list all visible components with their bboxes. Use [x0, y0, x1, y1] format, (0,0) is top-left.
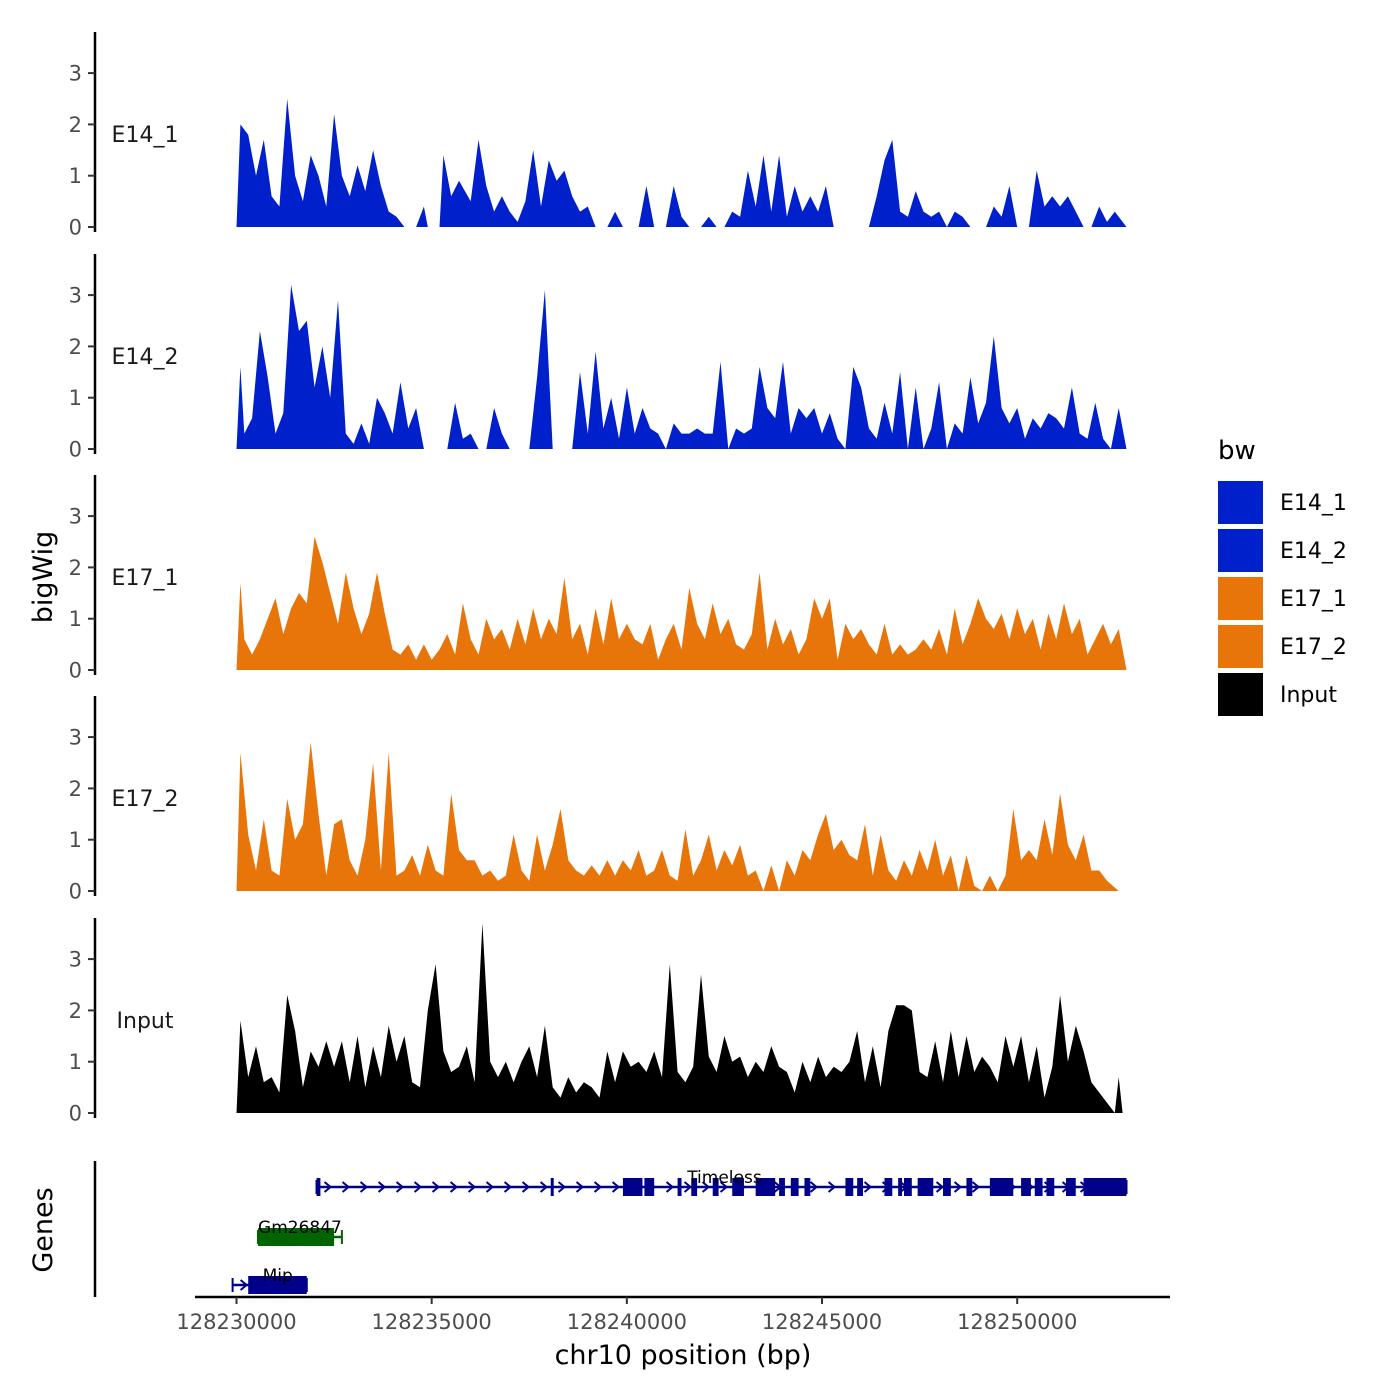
x-axis-title: chr10 position (bp) — [555, 1340, 812, 1371]
signal-area-Input — [237, 923, 1123, 1113]
y-tick-label: 3 — [69, 505, 82, 529]
track-label: E17_2 — [112, 787, 179, 812]
y-tick-label: 3 — [69, 726, 82, 750]
signal-tracks: 0 1 2 3 E14_1 0 1 2 3 E14_2 0 1 2 3 E17_1 0 1 2 3 E17_2 0 1 2 3… — [69, 32, 1127, 1125]
gene-exon — [1084, 1178, 1127, 1196]
gene-exon — [943, 1178, 951, 1196]
legend: bw E14_1 E14_2 E17_1 E17_2 Input — [1218, 436, 1347, 716]
legend-label: E14_1 — [1280, 491, 1347, 516]
x-tick-label: 128230000 — [176, 1310, 296, 1334]
gene-exon — [1066, 1178, 1076, 1196]
legend-swatch — [1218, 577, 1263, 620]
track-E14_2: 0 1 2 3 E14_2 — [69, 254, 1127, 461]
signal-area-E17_2 — [237, 742, 1119, 891]
gene-exon — [623, 1178, 643, 1196]
x-tick-label: 128245000 — [762, 1310, 882, 1334]
y-tick-label: 1 — [69, 828, 82, 852]
y-tick-label: 2 — [69, 777, 82, 801]
x-tick-label: 128250000 — [957, 1310, 1077, 1334]
signal-area-E17_1 — [237, 537, 1127, 670]
legend-label: E17_1 — [1280, 587, 1347, 612]
y-tick-label: 2 — [69, 556, 82, 580]
track-E17_1: 0 1 2 3 E17_1 — [69, 475, 1127, 682]
gene-exon — [990, 1178, 1013, 1196]
y-tick-label: 2 — [69, 335, 82, 359]
y-tick-label: 1 — [69, 1050, 82, 1074]
y-tick-label: 1 — [69, 607, 82, 631]
gene-exon — [884, 1178, 892, 1196]
gene-exon — [904, 1178, 912, 1196]
legend-swatch — [1218, 673, 1263, 716]
gene-exon — [1046, 1178, 1054, 1196]
gene-Timeless: Timeless — [317, 1168, 1127, 1196]
gene-label: Timeless — [686, 1168, 762, 1188]
y-tick-label: 3 — [69, 948, 82, 972]
y-tick-label: 0 — [69, 1102, 82, 1126]
legend-label: Input — [1280, 683, 1337, 708]
track-label: E14_1 — [112, 123, 179, 148]
y-tick-label: 1 — [69, 164, 82, 188]
track-label: E14_2 — [112, 345, 179, 370]
gene-exon — [845, 1178, 853, 1196]
legend-label: E17_2 — [1280, 635, 1347, 660]
genes-track: Timeless Gm26847 Mip — [95, 1161, 1127, 1297]
gene-exon — [644, 1178, 654, 1196]
signal-area-E14_1 — [237, 99, 1127, 227]
gene-exon — [791, 1178, 799, 1196]
gene-exon — [966, 1178, 972, 1196]
y-tick-label: 2 — [69, 113, 82, 137]
gene-exon — [678, 1178, 682, 1196]
x-tick-label: 128235000 — [372, 1310, 492, 1334]
gene-label: Mip — [263, 1266, 293, 1286]
y-tick-label: 0 — [69, 216, 82, 240]
legend-title: bw — [1218, 436, 1256, 466]
legend-swatch — [1218, 625, 1263, 668]
x-tick-label: 128240000 — [567, 1310, 687, 1334]
gene-exon — [551, 1178, 554, 1196]
y-tick-label: 0 — [69, 880, 82, 904]
gene-exon — [779, 1178, 785, 1196]
gene-Gm26847: Gm26847 — [258, 1218, 342, 1246]
signal-area-E14_2 — [237, 285, 1127, 449]
x-axis: 128230000 128235000 128240000 128245000 1282… — [176, 1297, 1170, 1334]
genome-track-chart: 0 1 2 3 E14_1 0 1 2 3 E14_2 0 1 2 3 E17_1 0 1 2 3 E17_2 0 1 2 3… — [0, 0, 1400, 1400]
gene-exon — [1035, 1178, 1043, 1196]
track-E14_1: 0 1 2 3 E14_1 — [69, 32, 1127, 239]
track-Input: 0 1 2 3 Input — [69, 918, 1123, 1125]
y-axis-title: bigWig — [28, 531, 59, 624]
y-tick-label: 2 — [69, 999, 82, 1023]
gene-Mip: Mip — [233, 1266, 307, 1294]
gene-exon — [898, 1178, 902, 1196]
gene-exon — [317, 1178, 321, 1196]
y-tick-label: 1 — [69, 386, 82, 410]
y-tick-label: 0 — [69, 659, 82, 683]
legend-swatch — [1218, 481, 1263, 524]
track-E17_2: 0 1 2 3 E17_2 — [69, 696, 1119, 903]
gene-exon — [857, 1178, 863, 1196]
gene-exon — [1021, 1178, 1031, 1196]
legend-label: E14_2 — [1280, 539, 1347, 564]
y-tick-label: 0 — [69, 438, 82, 462]
track-label: Input — [117, 1009, 174, 1034]
genes-axis-title: Genes — [28, 1187, 59, 1272]
gene-label: Gm26847 — [258, 1218, 342, 1238]
gene-exon — [918, 1178, 934, 1196]
track-label: E17_1 — [112, 566, 179, 591]
y-tick-label: 3 — [69, 62, 82, 86]
legend-swatch — [1218, 529, 1263, 572]
gene-exon — [804, 1178, 810, 1196]
y-tick-label: 3 — [69, 284, 82, 308]
